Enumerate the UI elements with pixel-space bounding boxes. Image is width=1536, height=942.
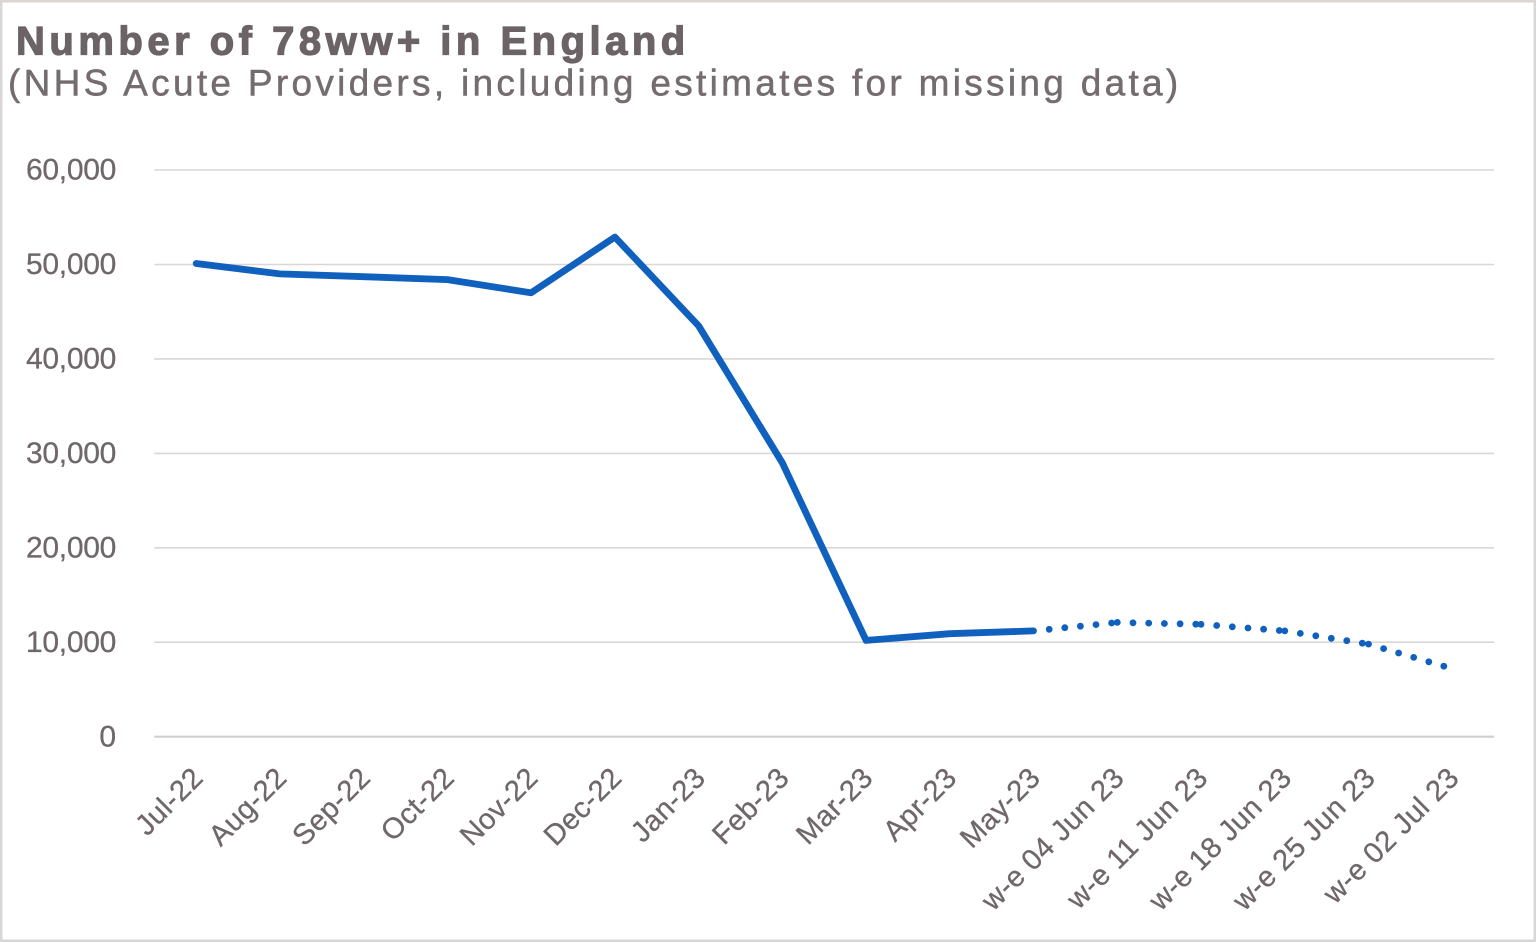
svg-text:(NHS Acute Providers, includin: (NHS Acute Providers, including estimate… — [8, 63, 1182, 104]
svg-text:Aug-22: Aug-22 — [203, 762, 293, 852]
svg-text:0: 0 — [99, 720, 116, 753]
svg-text:Nov-22: Nov-22 — [454, 762, 544, 852]
svg-text:Dec-22: Dec-22 — [538, 762, 628, 852]
svg-text:60,000: 60,000 — [26, 154, 116, 187]
svg-text:Jul-22: Jul-22 — [129, 762, 209, 842]
svg-text:Number of 78ww+ in England: Number of 78ww+ in England — [16, 20, 690, 64]
svg-text:w-e 11 Jun 23: w-e 11 Jun 23 — [1060, 762, 1214, 916]
svg-text:10,000: 10,000 — [26, 626, 116, 659]
svg-text:w-e 04 Jun 23: w-e 04 Jun 23 — [975, 762, 1131, 918]
svg-text:Jan-23: Jan-23 — [625, 762, 712, 849]
svg-text:Feb-23: Feb-23 — [706, 762, 795, 851]
svg-text:w-e 25 Jun 23: w-e 25 Jun 23 — [1226, 762, 1382, 918]
svg-text:20,000: 20,000 — [26, 531, 116, 564]
svg-text:30,000: 30,000 — [26, 437, 116, 470]
svg-text:Sep-22: Sep-22 — [287, 762, 377, 852]
svg-text:Oct-22: Oct-22 — [375, 762, 461, 848]
svg-text:Apr-23: Apr-23 — [877, 762, 963, 848]
svg-text:w-e 18 Jun 23: w-e 18 Jun 23 — [1142, 762, 1298, 918]
svg-text:Mar-23: Mar-23 — [790, 762, 879, 851]
svg-text:40,000: 40,000 — [26, 343, 116, 376]
svg-text:50,000: 50,000 — [26, 248, 116, 281]
